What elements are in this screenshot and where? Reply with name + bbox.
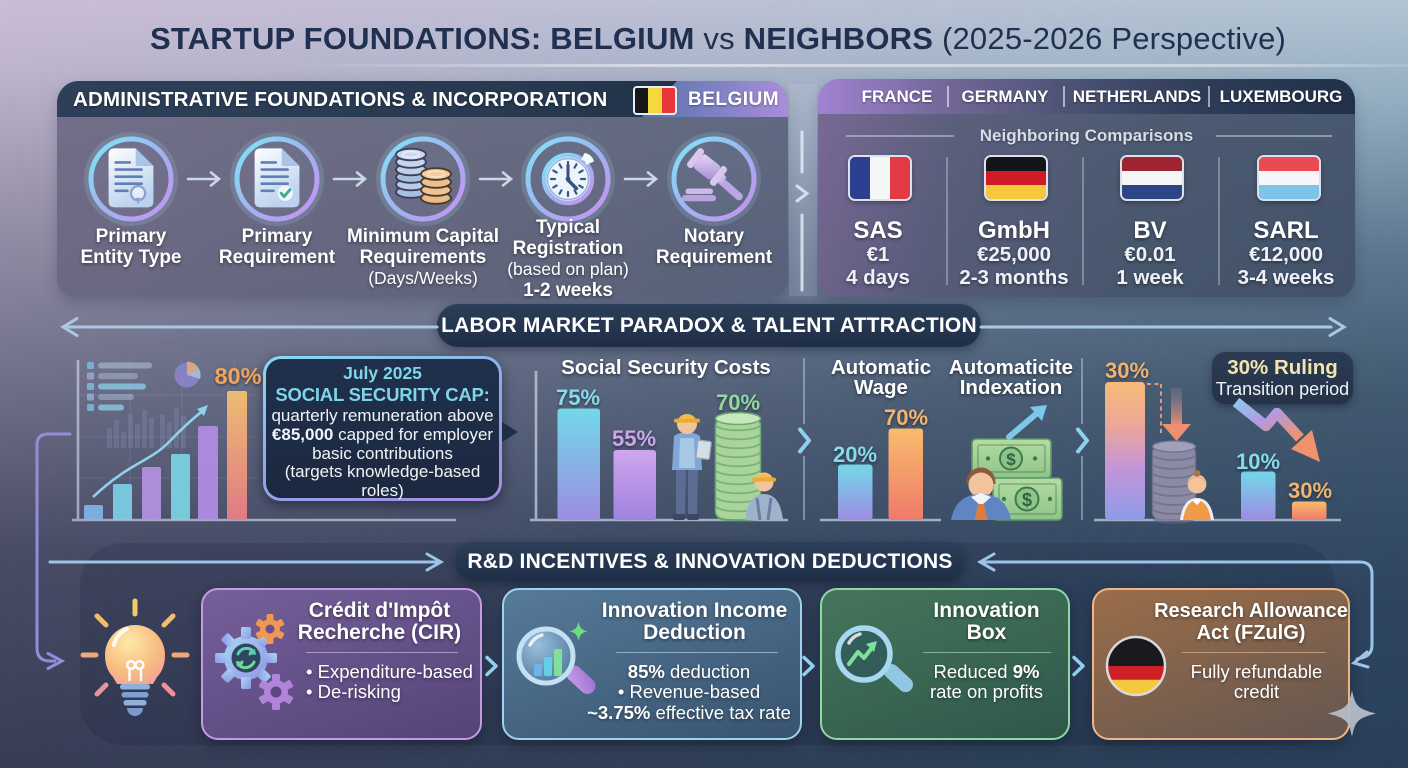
svg-text:$: $ xyxy=(1006,450,1016,469)
svg-text:$: $ xyxy=(1022,490,1032,510)
